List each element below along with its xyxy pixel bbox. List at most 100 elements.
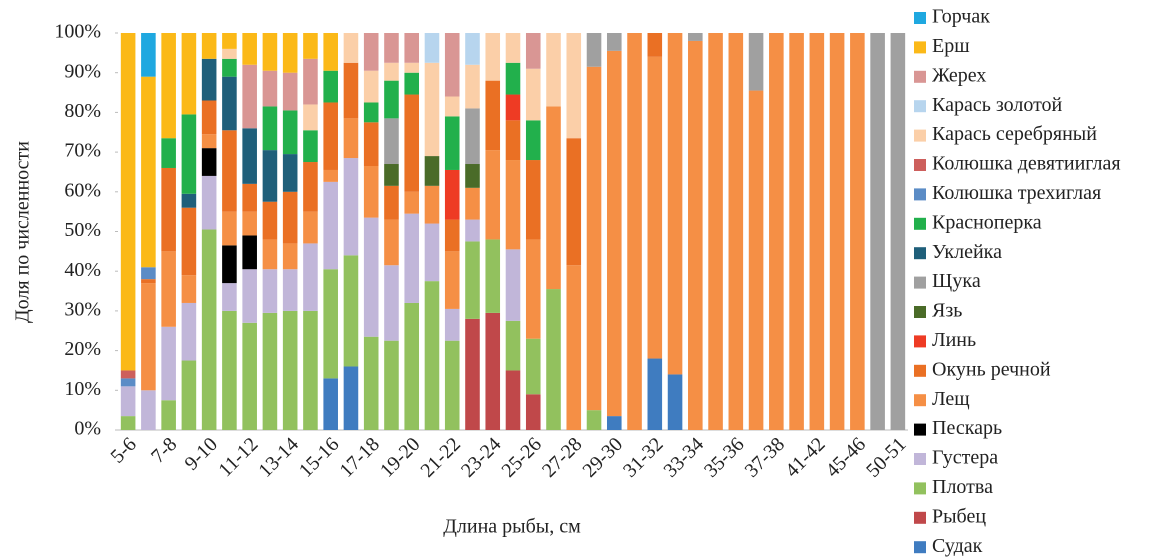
bar-segment: [262, 106, 278, 151]
bar-segment: [161, 167, 176, 252]
legend-swatch: [914, 364, 926, 377]
bar-segment: [201, 134, 217, 149]
bar-segment: [343, 255, 359, 367]
bar-segment: [586, 66, 602, 411]
bar-segment: [384, 219, 399, 266]
bar-segment: [363, 70, 379, 103]
bar-segment: [262, 150, 278, 202]
bar-segment: [161, 138, 176, 168]
bar-segment: [323, 169, 338, 182]
legend-label: Карась золотой: [932, 94, 1063, 116]
bar-segment: [201, 58, 217, 101]
legend-label: Язь: [932, 300, 962, 322]
bar-segment: [525, 338, 541, 395]
bar-segment: [769, 33, 784, 430]
bar-segment: [282, 191, 298, 244]
bar-segment: [850, 33, 865, 430]
bar-segment: [161, 400, 176, 430]
bar-segment: [789, 33, 804, 430]
legend-label: Щука: [932, 270, 981, 292]
bar-segment: [465, 33, 480, 65]
bar-segment: [282, 72, 298, 111]
y-tick-label: 20%: [64, 338, 101, 360]
bar-segment: [141, 390, 156, 430]
y-tick-label: 90%: [64, 60, 101, 82]
bar-segment: [282, 154, 298, 192]
bar-segment: [384, 265, 399, 341]
bar-segment: [465, 164, 480, 188]
bar-segment: [201, 148, 217, 176]
bar-segment: [201, 33, 217, 59]
bar-segment: [465, 241, 480, 319]
legend-label: Окунь речной: [932, 358, 1051, 380]
bar-segment: [505, 62, 521, 95]
bar-segment: [384, 340, 399, 430]
bar-segment: [586, 410, 602, 430]
bar-segment: [566, 138, 582, 266]
legend-label: Колюшка трехиглая: [932, 182, 1101, 204]
legend-label: Уклейка: [932, 241, 1002, 263]
bar-segment: [242, 64, 257, 129]
x-tick-label: 29-30: [579, 433, 628, 482]
bar-segment: [303, 130, 318, 163]
bar-segment: [242, 269, 257, 323]
bar-segment: [606, 416, 622, 430]
bar-segment: [222, 33, 237, 49]
bar-segment: [242, 33, 257, 65]
y-tick-label: 100%: [54, 21, 101, 43]
legend-swatch: [914, 217, 926, 230]
bar-segment: [667, 33, 683, 375]
legend-label: Жерех: [932, 64, 986, 86]
legend-swatch: [914, 423, 926, 436]
y-tick-label: 60%: [64, 179, 101, 201]
bar-segment: [606, 33, 622, 51]
bar-segment: [444, 251, 460, 309]
bar-segment: [363, 336, 379, 430]
bar-segment: [748, 90, 764, 430]
bar-segment: [647, 33, 663, 57]
legend-swatch: [914, 276, 926, 289]
bar-segment: [566, 33, 582, 139]
bar-segment: [141, 283, 156, 391]
bar-segment: [505, 370, 521, 430]
legend-swatch: [914, 511, 926, 524]
x-tick-label: 13-14: [254, 433, 303, 482]
bar-segment: [141, 279, 156, 284]
bar-segment: [120, 33, 136, 371]
legend-label: Красноперка: [932, 211, 1042, 233]
bar-segment: [688, 33, 703, 41]
x-tick-label: 50-51: [862, 433, 911, 482]
bar-segment: [161, 33, 176, 139]
bar-segment: [323, 269, 338, 379]
bar-segment: [708, 33, 723, 430]
x-tick-label: 25-26: [497, 433, 546, 482]
bar-segment: [667, 374, 683, 430]
bar-segment: [647, 358, 663, 430]
bar-segment: [303, 211, 318, 244]
bar-segment: [546, 33, 561, 107]
bar-segment: [262, 312, 278, 430]
legend-label: Ерш: [932, 35, 970, 57]
y-tick-label: 70%: [64, 140, 101, 162]
bar-segment: [424, 156, 440, 186]
bar-segment: [404, 191, 420, 214]
legend-swatch: [914, 100, 926, 113]
bar-segment: [323, 70, 338, 103]
bar-segment: [141, 267, 156, 280]
legend-label: Линь: [932, 329, 976, 351]
bar-segment: [222, 211, 237, 246]
bar-segment: [384, 33, 399, 63]
bar-segment: [201, 229, 217, 430]
bar-segment: [384, 118, 399, 165]
legend-swatch: [914, 394, 926, 407]
x-tick-label: 21-22: [416, 433, 465, 482]
bar-segment: [262, 70, 278, 107]
bar-segment: [181, 33, 197, 115]
bar-segment: [505, 120, 521, 161]
bar-segment: [222, 245, 237, 284]
bar-segment: [343, 62, 359, 119]
bar-segment: [485, 239, 501, 313]
x-axis-title: Длина рыбы, см: [443, 516, 581, 538]
bar-segment: [282, 269, 298, 311]
